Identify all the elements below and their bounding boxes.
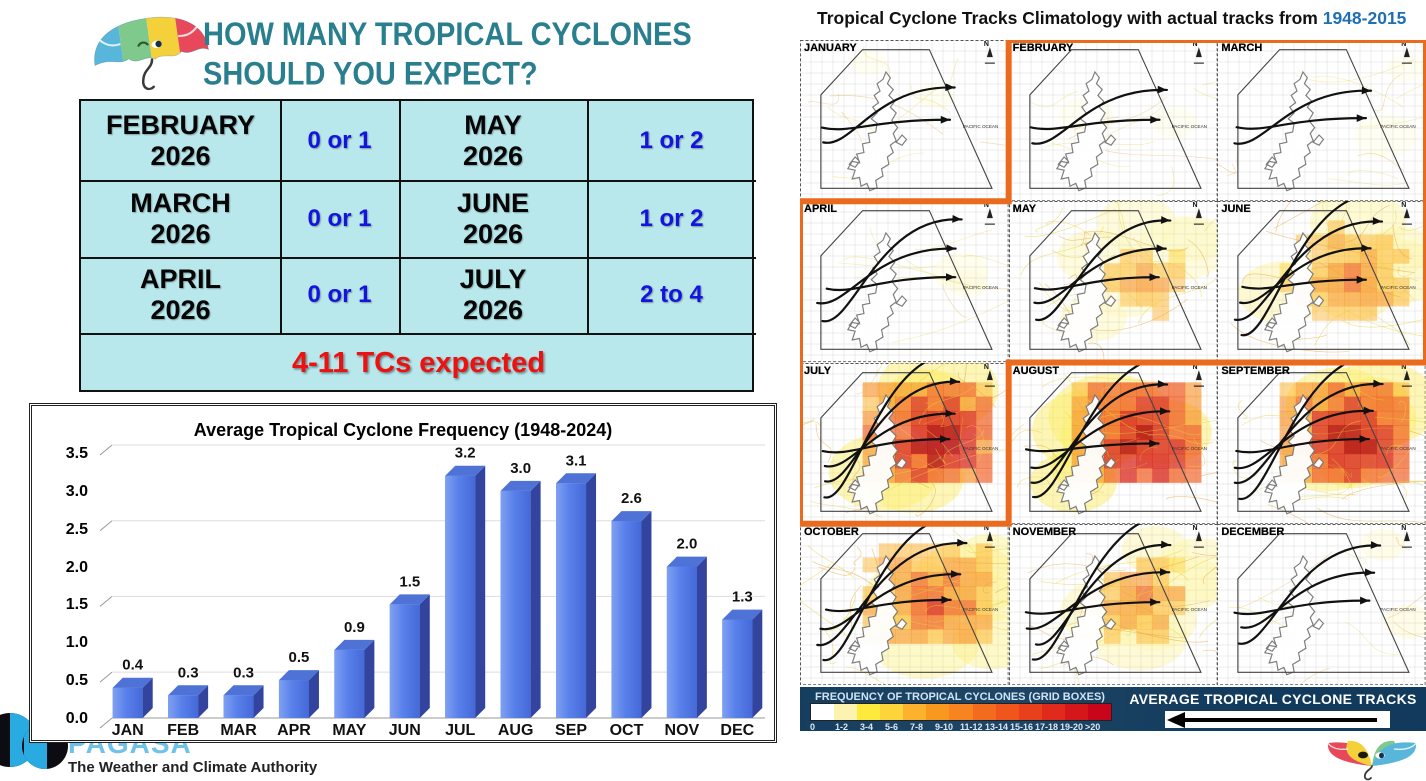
svg-text:0.4: 0.4: [122, 657, 144, 674]
svg-text:DEC: DEC: [720, 722, 754, 739]
svg-text:3.2: 3.2: [455, 445, 476, 462]
svg-text:APR: APR: [277, 722, 311, 739]
svg-text:JUN: JUN: [389, 722, 421, 739]
svg-text:JUL: JUL: [445, 722, 475, 739]
svg-text:MAY: MAY: [332, 722, 366, 739]
svg-text:FEB: FEB: [167, 722, 199, 739]
svg-text:NOV: NOV: [665, 722, 700, 739]
svg-text:JAN: JAN: [112, 722, 144, 739]
svg-text:0.3: 0.3: [178, 664, 199, 681]
svg-text:OCT: OCT: [610, 722, 644, 739]
svg-text:3.0: 3.0: [510, 460, 531, 477]
svg-text:0.3: 0.3: [233, 664, 254, 681]
svg-text:2.6: 2.6: [621, 490, 642, 507]
svg-text:1.5: 1.5: [399, 573, 420, 590]
svg-text:SEP: SEP: [555, 722, 587, 739]
svg-text:AUG: AUG: [498, 722, 534, 739]
svg-text:0.5: 0.5: [289, 649, 310, 666]
svg-text:2.0: 2.0: [676, 536, 697, 553]
svg-text:MAR: MAR: [220, 722, 257, 739]
svg-text:0.9: 0.9: [344, 619, 365, 636]
svg-text:3.1: 3.1: [566, 452, 587, 469]
svg-text:1.3: 1.3: [732, 589, 753, 606]
